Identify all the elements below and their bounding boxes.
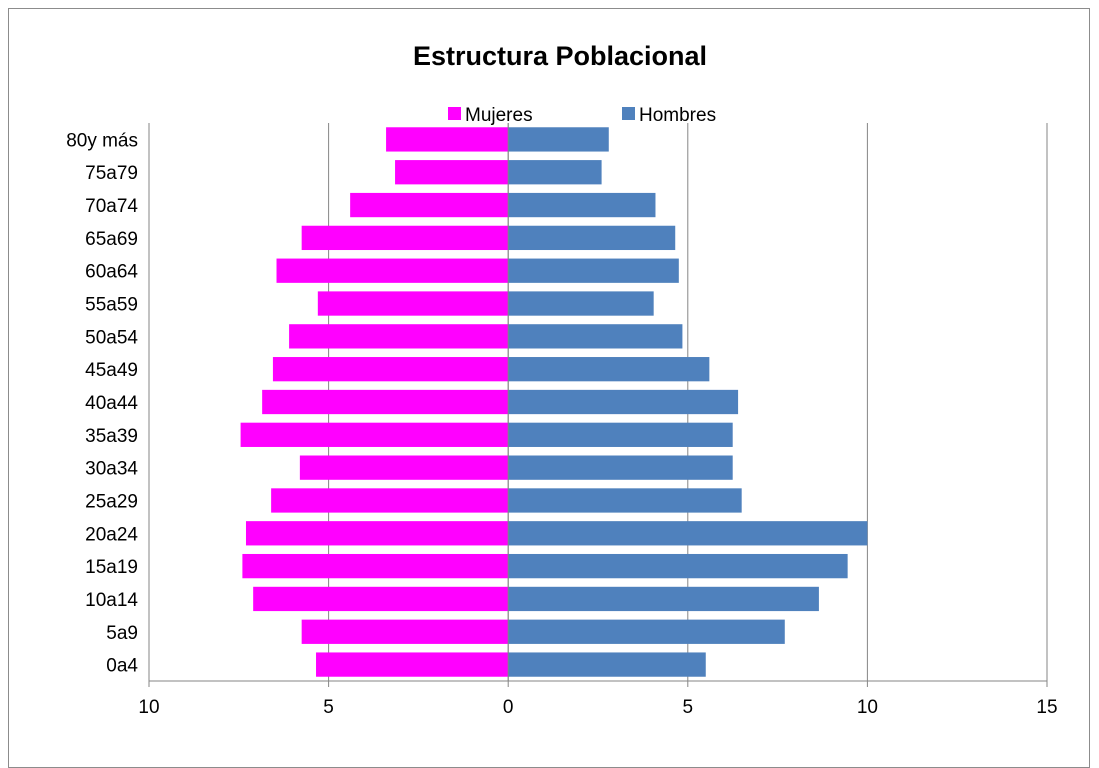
x-tick-label: 10: [138, 697, 159, 718]
chart-title: Estructura Poblacional: [413, 41, 707, 71]
y-tick-label: 45a49: [85, 360, 138, 381]
bar-mujeres-50a54: [289, 324, 509, 349]
bar-hombres-55a59: [508, 291, 654, 316]
y-tick-label: 10a14: [85, 590, 138, 611]
y-tick-label: 5a9: [106, 623, 138, 644]
legend-swatch-hombres: [622, 107, 635, 120]
bar-hombres-15a19: [508, 553, 848, 579]
bar-hombres-40a44: [508, 389, 739, 415]
x-tick-label: 5: [323, 697, 334, 718]
x-tick-label: 5: [683, 697, 694, 718]
bar-hombres-50a54: [508, 324, 683, 349]
bar-mujeres-65a69: [301, 225, 509, 251]
bar-hombres-80y-más: [508, 127, 609, 152]
y-tick-label: 55a59: [85, 295, 138, 316]
y-tick-label: 50a54: [85, 327, 138, 348]
bar-mujeres-30a34: [299, 455, 509, 480]
legend: Mujeres Hombres: [448, 105, 716, 126]
legend-label-hombres: Hombres: [639, 105, 716, 126]
y-tick-label: 30a34: [85, 459, 138, 480]
bar-hombres-20a24: [508, 521, 868, 546]
bar-mujeres-10a14: [253, 586, 509, 612]
y-tick-label: 75a79: [85, 163, 138, 184]
x-tick-label: 10: [857, 697, 878, 718]
y-tick-label: 65a69: [85, 229, 138, 250]
bar-mujeres-40a44: [262, 389, 509, 415]
bars: [240, 127, 868, 677]
bar-mujeres-20a24: [245, 521, 509, 546]
bar-hombres-35a39: [508, 422, 733, 447]
bar-mujeres-75a79: [395, 160, 509, 185]
bar-mujeres-80y-más: [386, 127, 509, 152]
y-tick-label: 20a24: [85, 524, 138, 545]
y-tick-label: 15a19: [85, 557, 138, 578]
bar-hombres-5a9: [508, 619, 785, 644]
bar-hombres-75a79: [508, 160, 602, 185]
x-tick-label: 0: [503, 697, 514, 718]
bar-mujeres-45a49: [272, 357, 509, 382]
axes: 10 5 0 5 10 15 80y más 75a79 70a74 65a69 60a64 55a5…: [66, 123, 1058, 718]
bar-mujeres-15a19: [242, 553, 509, 579]
y-tick-label: 60a64: [85, 262, 138, 283]
bar-mujeres-60a64: [276, 258, 509, 283]
x-tick-label: 15: [1036, 697, 1057, 718]
y-tick-label: 25a29: [85, 491, 138, 512]
bar-mujeres-5a9: [301, 619, 509, 644]
bar-hombres-25a29: [508, 488, 742, 513]
y-tick-label: 35a39: [85, 426, 138, 447]
legend-label-mujeres: Mujeres: [465, 105, 533, 126]
bar-hombres-45a49: [508, 357, 710, 382]
legend-swatch-mujeres: [448, 107, 461, 120]
bar-mujeres-25a29: [271, 488, 509, 513]
bar-hombres-0a4: [508, 652, 706, 677]
population-pyramid-chart: Estructura Poblacional 10 5 0 5 10 15 80y más 7…: [66, 41, 1058, 718]
bar-hombres-65a69: [508, 225, 676, 251]
bar-hombres-60a64: [508, 258, 679, 283]
y-tick-label: 70a74: [85, 196, 138, 217]
y-tick-label: 80y más: [66, 130, 138, 151]
bar-hombres-10a14: [508, 586, 819, 612]
bar-mujeres-70a74: [350, 192, 509, 218]
bar-mujeres-0a4: [316, 652, 509, 677]
y-tick-label: 40a44: [85, 393, 138, 414]
bar-hombres-70a74: [508, 192, 656, 218]
y-tick-label: 0a4: [106, 656, 138, 677]
bar-mujeres-35a39: [240, 422, 509, 447]
bar-mujeres-55a59: [317, 291, 509, 316]
bar-hombres-30a34: [508, 455, 733, 480]
